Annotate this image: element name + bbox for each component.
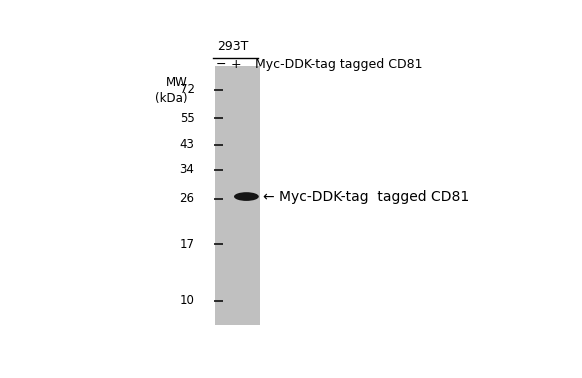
- Text: 34: 34: [180, 163, 194, 177]
- Text: 293T: 293T: [217, 40, 249, 53]
- Text: 26: 26: [179, 192, 194, 205]
- Text: 17: 17: [179, 237, 194, 251]
- Ellipse shape: [234, 192, 259, 201]
- Text: −: −: [215, 58, 226, 71]
- Text: Myc-DDK-tag tagged CD81: Myc-DDK-tag tagged CD81: [255, 58, 423, 71]
- Text: 10: 10: [180, 294, 194, 307]
- Text: 43: 43: [180, 138, 194, 151]
- Text: ← Myc-DDK-tag  tagged CD81: ← Myc-DDK-tag tagged CD81: [263, 189, 469, 203]
- Text: +: +: [230, 58, 242, 71]
- Text: 72: 72: [179, 83, 194, 96]
- Text: 55: 55: [180, 112, 194, 125]
- Text: MW
(kDa): MW (kDa): [155, 76, 188, 105]
- Bar: [215, 66, 260, 325]
